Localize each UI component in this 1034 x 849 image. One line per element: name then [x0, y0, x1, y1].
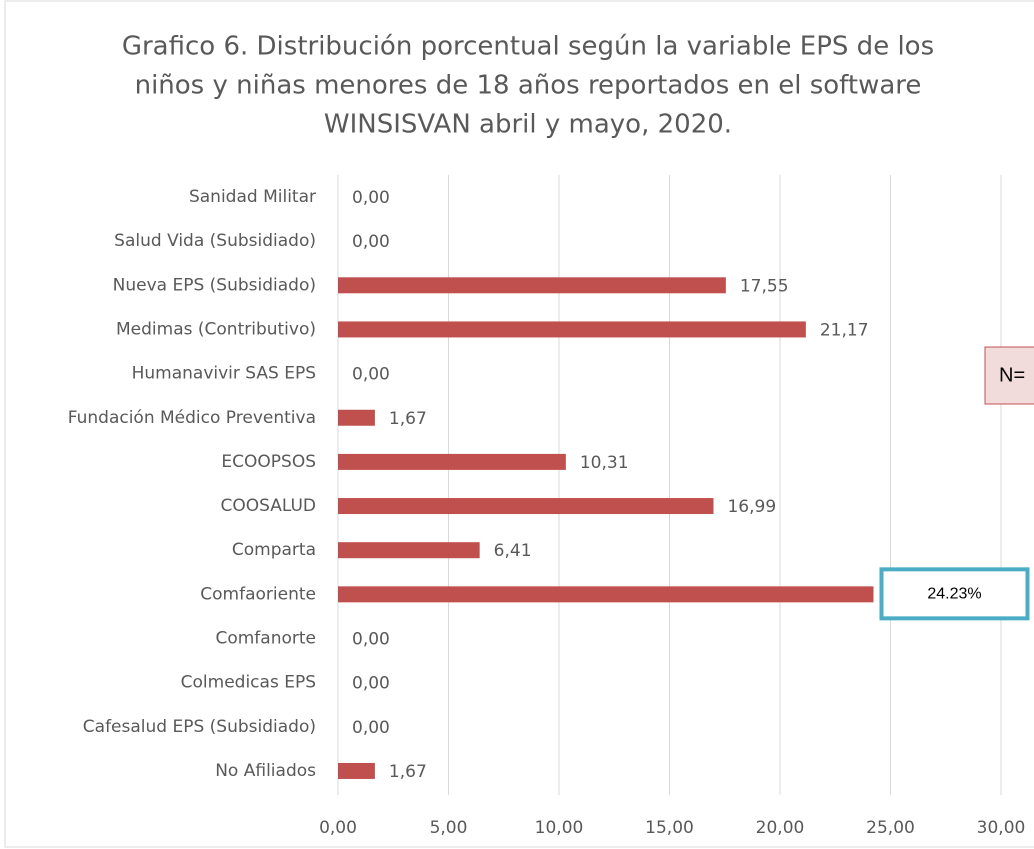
data-label: 1,67 [389, 409, 427, 429]
data-label: 6,41 [494, 541, 532, 561]
data-label: 1,67 [389, 762, 427, 782]
y-tick-label: ECOOPSOS [221, 452, 316, 472]
y-tick-label: Nueva EPS (Subsidiado) [113, 275, 316, 295]
highlight-box [879, 567, 1030, 621]
bar [338, 542, 480, 559]
data-label: 0,00 [352, 718, 390, 738]
annotation: N= [999, 364, 1025, 386]
x-tick-label: 10,00 [535, 818, 584, 838]
chart-title: niños y niñas menores de 18 años reporta… [135, 71, 922, 101]
x-tick-label: 5,00 [430, 818, 468, 838]
data-label: 0,00 [352, 188, 390, 208]
chart-title: WINSISVAN abril y mayo, 2020. [324, 110, 732, 140]
x-tick-label: 20,00 [756, 818, 805, 838]
data-label: 24.23% [927, 586, 981, 603]
bar [338, 277, 726, 294]
y-tick-label: Sanidad Militar [189, 187, 316, 207]
chart-title: Grafico 6. Distribución porcentual según… [122, 32, 934, 62]
y-tick-label: Humanavivir SAS EPS [132, 364, 316, 384]
chart-border [4, 0, 1034, 848]
data-label: 21,17 [820, 320, 869, 340]
x-tick-label: 15,00 [645, 818, 694, 838]
bar [338, 762, 375, 779]
x-tick-label: 30,00 [977, 818, 1026, 838]
bar [338, 453, 566, 470]
y-tick-label: Colmedicas EPS [181, 673, 316, 693]
bar [338, 586, 874, 603]
y-tick-label: Fundación Médico Preventiva [68, 408, 316, 428]
data-label: 0,00 [352, 630, 390, 650]
data-label: 10,31 [580, 453, 629, 473]
y-tick-label: Comfanorte [215, 629, 316, 649]
x-tick-label: 0,00 [319, 818, 357, 838]
y-tick-label: Comfaoriente [200, 584, 316, 604]
y-tick-label: Cafesalud EPS (Subsidiado) [83, 717, 316, 737]
data-label: 0,00 [352, 232, 390, 252]
y-tick-label: COOSALUD [220, 496, 316, 516]
bar [338, 409, 375, 426]
annotation-box [984, 346, 1034, 405]
x-tick-label: 25,00 [866, 818, 915, 838]
data-label: 16,99 [727, 497, 776, 517]
bar [338, 321, 806, 338]
data-label: 0,00 [352, 674, 390, 694]
data-label: 17,55 [740, 276, 789, 296]
y-tick-label: No Afiliados [215, 761, 316, 781]
y-tick-label: Medimas (Contributivo) [116, 319, 316, 339]
data-label: 0,00 [352, 365, 390, 385]
y-tick-label: Comparta [232, 540, 316, 560]
bar [338, 498, 714, 515]
y-tick-label: Salud Vida (Subsidiado) [114, 231, 316, 251]
